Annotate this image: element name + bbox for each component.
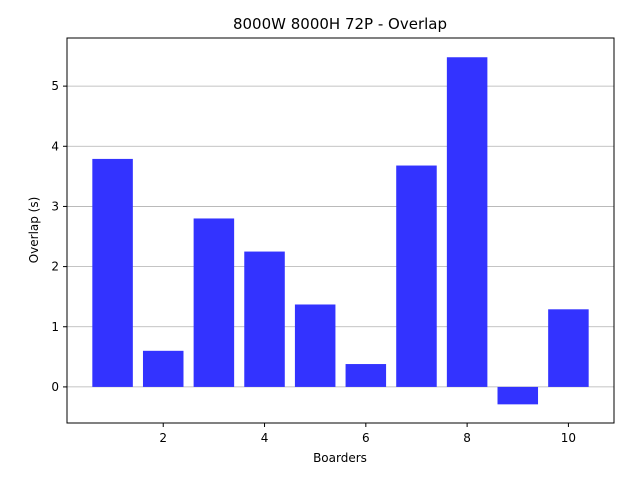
bar-10 (548, 309, 589, 387)
bar-2 (142, 350, 184, 387)
bar-9 (497, 386, 539, 405)
x-tick-label-4: 4 (261, 431, 269, 445)
y-ticks: 0 1 2 3 4 5 (51, 79, 67, 394)
axes (66, 37, 615, 424)
y-tick-label-5: 5 (51, 79, 59, 93)
bars (92, 57, 589, 405)
y-axis-label: Overlap (s) (27, 197, 41, 264)
x-tick-label-6: 6 (362, 431, 370, 445)
bar-6 (345, 364, 387, 387)
bar-3 (193, 218, 235, 387)
x-tick-label-10: 10 (561, 431, 576, 445)
gridlines (67, 85, 614, 388)
x-tick-label-2: 2 (159, 431, 167, 445)
y-tick-label-1: 1 (51, 320, 59, 334)
x-ticks: 2 4 6 8 10 (159, 423, 576, 445)
bar-7 (396, 165, 437, 387)
chart-title: 8000W 8000H 72P - Overlap (233, 15, 447, 33)
bar-1 (92, 158, 133, 387)
bar-4 (244, 251, 285, 387)
plot-frame (66, 37, 615, 424)
bar-5 (294, 304, 336, 387)
y-tick-label-2: 2 (51, 260, 59, 274)
bar-8 (446, 57, 488, 387)
y-tick-label-4: 4 (51, 139, 59, 153)
x-axis-label: Boarders (313, 451, 367, 465)
y-tick-label-3: 3 (51, 199, 59, 213)
x-tick-label-8: 8 (463, 431, 471, 445)
y-tick-label-0: 0 (51, 380, 59, 394)
